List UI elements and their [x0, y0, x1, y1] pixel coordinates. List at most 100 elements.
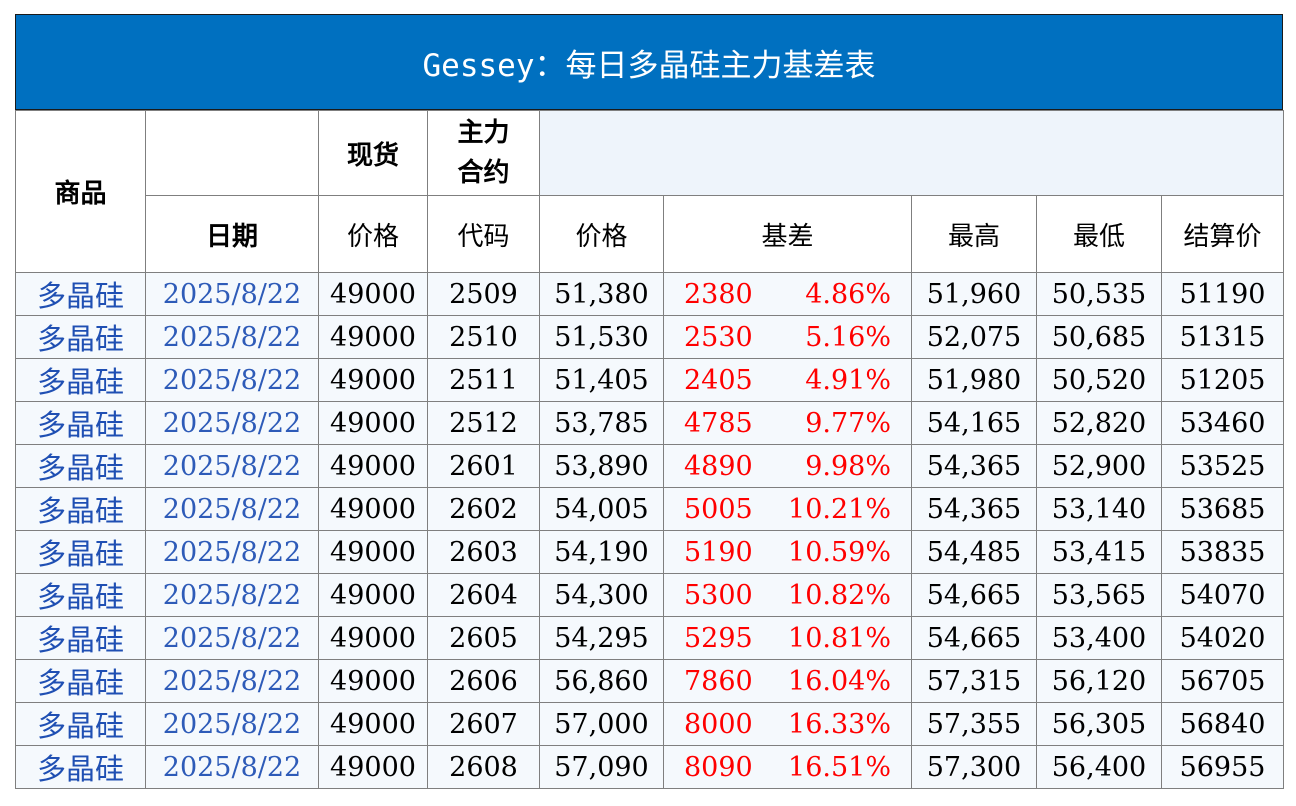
cell-date: 2025/8/22: [145, 745, 319, 789]
cell-product: 多晶硅: [15, 745, 146, 789]
header-product: 商品: [15, 110, 146, 273]
cell-price: 51,380: [539, 272, 664, 316]
table-row: 多晶硅 2025/8/22 49000 2512 53,785 4785 9.77% 54,1…: [15, 401, 1285, 445]
header-low: 最低: [1036, 195, 1162, 273]
cell-basis: 4785: [663, 401, 774, 445]
table-row: 多晶硅 2025/8/22 49000 2510 51,530 2530 5.16% 52,0…: [15, 315, 1285, 359]
cell-settle: 56955: [1160, 745, 1285, 789]
header-blank-band: [538, 110, 1285, 196]
cell-price: 51,405: [539, 358, 664, 402]
table-row: 多晶硅 2025/8/22 49000 2603 54,190 5190 10.59% 54,…: [15, 530, 1285, 574]
cell-price: 53,890: [539, 444, 664, 488]
cell-settle: 53685: [1160, 487, 1285, 531]
table-row: 多晶硅 2025/8/22 49000 2511 51,405 2405 4.91% 51,9…: [15, 358, 1285, 402]
cell-pct: 4.91%: [773, 358, 912, 402]
cell-basis: 8090: [663, 745, 774, 789]
header-code: 代码: [427, 195, 540, 273]
cell-basis: 8000: [663, 702, 774, 746]
cell-pct: 10.21%: [773, 487, 912, 531]
cell-low: 50,685: [1036, 315, 1162, 359]
cell-code: 2510: [427, 315, 540, 359]
cell-date: 2025/8/22: [145, 401, 319, 445]
table-body: 多晶硅 2025/8/22 49000 2509 51,380 2380 4.86% 51,9…: [15, 272, 1285, 789]
cell-low: 56,305: [1036, 702, 1162, 746]
cell-high: 54,165: [911, 401, 1037, 445]
cell-high: 52,075: [911, 315, 1037, 359]
cell-basis: 5295: [663, 616, 774, 660]
header-main-contract-line1: 主力: [457, 118, 510, 148]
cell-date: 2025/8/22: [145, 358, 319, 402]
cell-low: 52,820: [1036, 401, 1162, 445]
table-row: 多晶硅 2025/8/22 49000 2604 54,300 5300 10.82% 54,…: [15, 573, 1285, 617]
cell-product: 多晶硅: [15, 616, 146, 660]
cell-code: 2601: [427, 444, 540, 488]
cell-high: 57,355: [911, 702, 1037, 746]
cell-pct: 9.98%: [773, 444, 912, 488]
cell-pct: 9.77%: [773, 401, 912, 445]
cell-settle: 54020: [1160, 616, 1285, 660]
cell-basis: 2530: [663, 315, 774, 359]
cell-product: 多晶硅: [15, 530, 146, 574]
table-row: 多晶硅 2025/8/22 49000 2605 54,295 5295 10.81% 54,…: [15, 616, 1285, 660]
cell-spot: 49000: [318, 745, 428, 789]
cell-low: 53,565: [1036, 573, 1162, 617]
cell-date: 2025/8/22: [145, 702, 319, 746]
cell-settle: 53460: [1160, 401, 1285, 445]
header-high: 最高: [911, 195, 1037, 273]
cell-basis: 2380: [663, 272, 774, 316]
cell-low: 53,415: [1036, 530, 1162, 574]
cell-low: 50,520: [1036, 358, 1162, 402]
cell-pct: 5.16%: [773, 315, 912, 359]
table-row: 多晶硅 2025/8/22 49000 2602 54,005 5005 10.21% 54,…: [15, 487, 1285, 531]
cell-pct: 10.82%: [773, 573, 912, 617]
cell-code: 2511: [427, 358, 540, 402]
cell-settle: 51190: [1160, 272, 1285, 316]
header-blank: [145, 110, 319, 196]
cell-spot: 49000: [318, 358, 428, 402]
cell-price: 51,530: [539, 315, 664, 359]
cell-date: 2025/8/22: [145, 573, 319, 617]
cell-settle: 56840: [1160, 702, 1285, 746]
cell-spot: 49000: [318, 702, 428, 746]
cell-code: 2509: [427, 272, 540, 316]
cell-code: 2605: [427, 616, 540, 660]
cell-low: 56,120: [1036, 659, 1162, 703]
cell-product: 多晶硅: [15, 487, 146, 531]
cell-pct: 16.33%: [773, 702, 912, 746]
cell-date: 2025/8/22: [145, 659, 319, 703]
cell-code: 2512: [427, 401, 540, 445]
cell-spot: 49000: [318, 272, 428, 316]
cell-pct: 16.04%: [773, 659, 912, 703]
cell-spot: 49000: [318, 315, 428, 359]
cell-settle: 54070: [1160, 573, 1285, 617]
cell-code: 2608: [427, 745, 540, 789]
cell-price: 57,090: [539, 745, 664, 789]
cell-high: 57,315: [911, 659, 1037, 703]
cell-date: 2025/8/22: [145, 487, 319, 531]
cell-high: 54,485: [911, 530, 1037, 574]
cell-low: 53,400: [1036, 616, 1162, 660]
cell-product: 多晶硅: [15, 702, 146, 746]
cell-pct: 16.51%: [773, 745, 912, 789]
basis-table-container: Gessey：每日多晶硅主力基差表 商品 现货 主力 合约: [15, 14, 1285, 789]
cell-date: 2025/8/22: [145, 315, 319, 359]
table-row: 多晶硅 2025/8/22 49000 2608 57,090 8090 16.51% 57,…: [15, 745, 1285, 789]
cell-product: 多晶硅: [15, 272, 146, 316]
cell-high: 54,365: [911, 487, 1037, 531]
cell-high: 54,365: [911, 444, 1037, 488]
cell-date: 2025/8/22: [145, 444, 319, 488]
cell-spot: 49000: [318, 530, 428, 574]
cell-low: 52,900: [1036, 444, 1162, 488]
header-row-1: 商品 现货 主力 合约: [15, 110, 1285, 273]
cell-high: 51,960: [911, 272, 1037, 316]
cell-settle: 53525: [1160, 444, 1285, 488]
table-row: 多晶硅 2025/8/22 49000 2607 57,000 8000 16.33% 57,…: [15, 702, 1285, 746]
table-row: 多晶硅 2025/8/22 49000 2606 56,860 7860 16.04% 57,…: [15, 659, 1285, 703]
cell-basis: 5005: [663, 487, 774, 531]
cell-price: 54,190: [539, 530, 664, 574]
table-row: 多晶硅 2025/8/22 49000 2509 51,380 2380 4.86% 51,9…: [15, 272, 1285, 316]
header-row-2: 日期 价格 代码 价格 基差 最高 最低 结算价: [16, 195, 1285, 273]
cell-pct: 4.86%: [773, 272, 912, 316]
header-settle: 结算价: [1160, 195, 1285, 273]
table-title: Gessey：每日多晶硅主力基差表: [15, 14, 1283, 110]
